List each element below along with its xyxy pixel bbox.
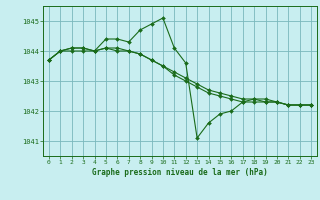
X-axis label: Graphe pression niveau de la mer (hPa): Graphe pression niveau de la mer (hPa) — [92, 168, 268, 177]
